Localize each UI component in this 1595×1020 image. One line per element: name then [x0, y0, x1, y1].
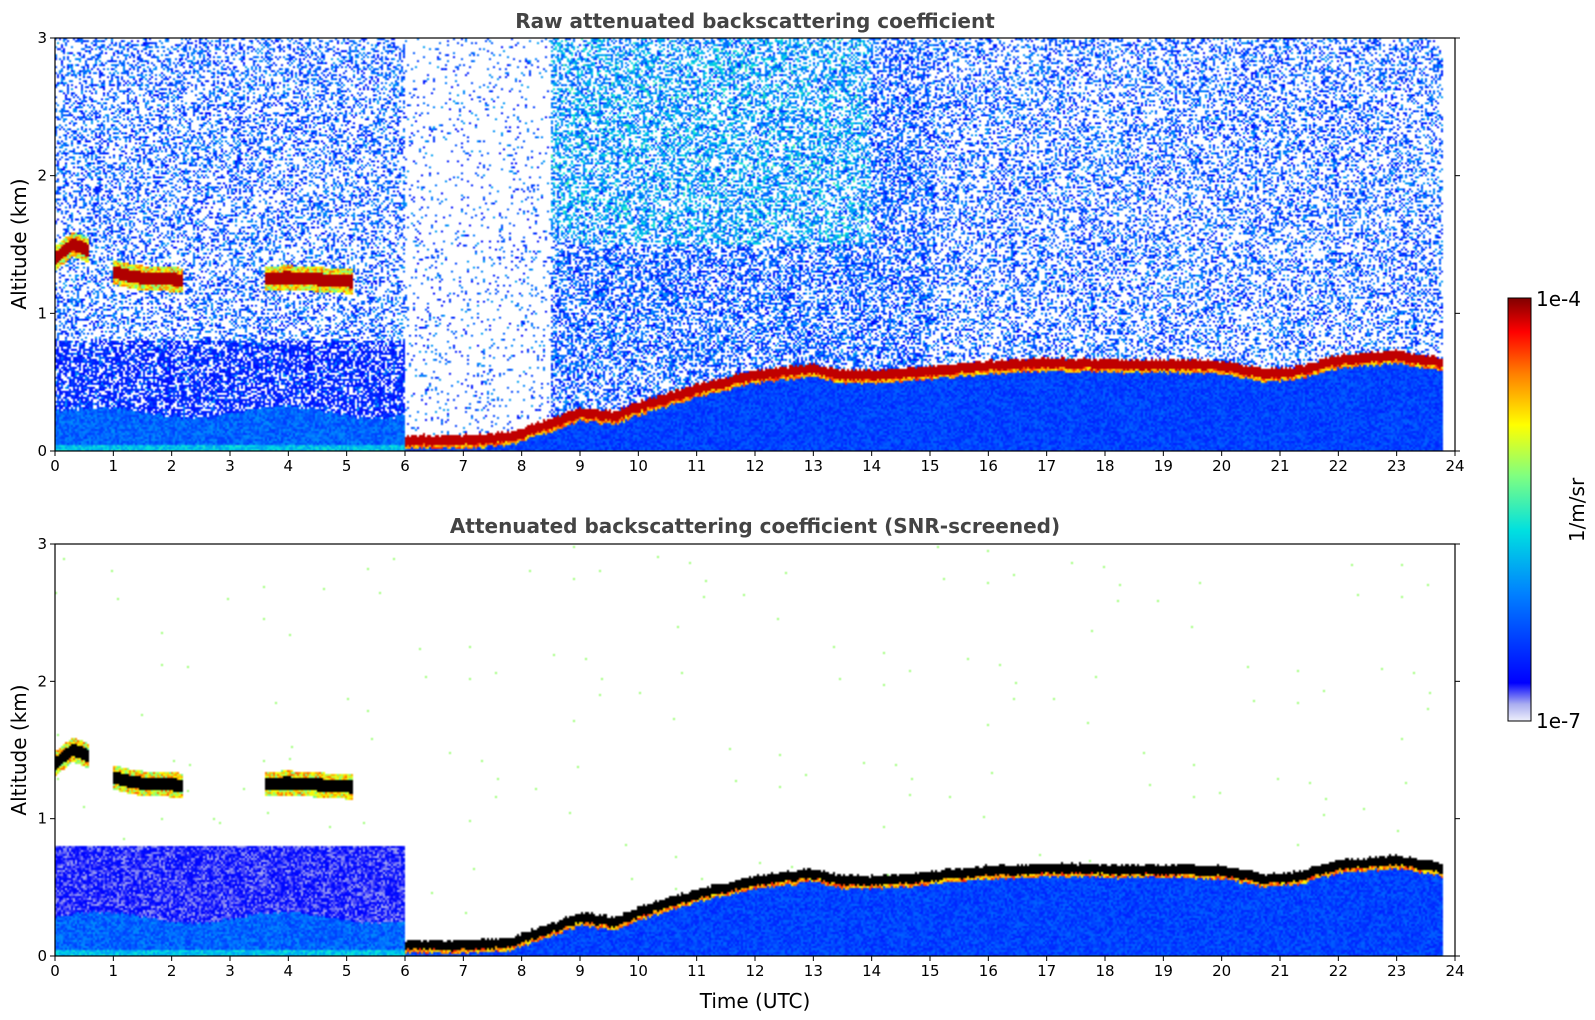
heatmap-area	[55, 544, 1455, 956]
x-tick-label: 22	[1329, 457, 1348, 475]
x-tick-label: 16	[979, 457, 998, 475]
x-tick-label: 14	[862, 457, 881, 475]
x-tick-label: 14	[862, 962, 881, 980]
x-tick-label: 6	[400, 457, 410, 475]
x-tick-label: 21	[1270, 457, 1289, 475]
x-tick-label: 21	[1270, 962, 1289, 980]
x-tick-label: 13	[804, 962, 823, 980]
x-tick-label: 11	[687, 457, 706, 475]
x-axis: 0 1 2 3 4 5 6 7 8 9 10 11 12 13 14 15 16 17 18 19 20 21 22 23 24	[50, 956, 1465, 980]
x-tick-label: 23	[1387, 457, 1406, 475]
y-axis: 0 1 2 3	[37, 29, 1460, 460]
y-tick-label: 2	[37, 672, 47, 690]
x-axis: 0 1 2 3 4 5 6 7 8 9 10 11 12 13 14 15 16 17 18 19 20 21 22 23 24	[50, 451, 1465, 475]
snr-screened-backscatter-panel: Attenuated backscattering coefficient (S…	[7, 514, 1465, 1013]
x-axis-label: Time (UTC)	[699, 989, 811, 1013]
y-axis-label: Altitude (km)	[7, 178, 31, 309]
y-tick-label: 3	[37, 535, 47, 553]
x-tick-label: 12	[745, 962, 764, 980]
x-tick-label: 0	[50, 457, 60, 475]
x-tick-label: 19	[1154, 457, 1173, 475]
x-tick-label: 2	[167, 962, 177, 980]
colorbar-max-label: 1e-4	[1536, 287, 1581, 311]
x-tick-label: 10	[629, 457, 648, 475]
x-tick-label: 9	[575, 457, 585, 475]
y-tick-label: 1	[37, 810, 47, 828]
x-tick-label: 3	[225, 457, 235, 475]
x-tick-label: 4	[284, 962, 294, 980]
colorbar-gradient	[1507, 297, 1532, 722]
x-tick-label: 10	[629, 962, 648, 980]
x-tick-label: 24	[1445, 457, 1464, 475]
x-tick-label: 19	[1154, 962, 1173, 980]
x-tick-label: 7	[459, 457, 469, 475]
chart-title: Attenuated backscattering coefficient (S…	[450, 514, 1060, 538]
raw-backscatter-panel: Raw attenuated backscattering coefficien…	[7, 9, 1465, 475]
x-tick-label: 18	[1095, 457, 1114, 475]
x-tick-label: 20	[1212, 962, 1231, 980]
x-tick-label: 7	[459, 962, 469, 980]
x-tick-label: 22	[1329, 962, 1348, 980]
x-tick-label: 15	[920, 962, 939, 980]
x-tick-label: 5	[342, 962, 352, 980]
heatmap-image	[55, 38, 1455, 451]
x-tick-label: 0	[50, 962, 60, 980]
x-tick-label: 18	[1095, 962, 1114, 980]
colorbar-unit-label: 1/m/sr	[1565, 477, 1589, 542]
x-tick-label: 1	[109, 457, 119, 475]
y-tick-label: 0	[37, 442, 47, 460]
x-tick-label: 12	[745, 457, 764, 475]
x-tick-label: 15	[920, 457, 939, 475]
colorbar-min-label: 1e-7	[1536, 709, 1581, 733]
x-tick-label: 20	[1212, 457, 1231, 475]
y-axis: 0 1 2 3	[37, 535, 1460, 965]
x-tick-label: 11	[687, 962, 706, 980]
x-tick-label: 8	[517, 457, 527, 475]
x-tick-label: 17	[1037, 457, 1056, 475]
y-axis-label: Altitude (km)	[7, 684, 31, 815]
x-tick-label: 1	[109, 962, 119, 980]
x-tick-label: 8	[517, 962, 527, 980]
chart-title: Raw attenuated backscattering coefficien…	[515, 9, 995, 33]
x-tick-label: 5	[342, 457, 352, 475]
x-tick-label: 17	[1037, 962, 1056, 980]
x-tick-label: 9	[575, 962, 585, 980]
x-tick-label: 3	[225, 962, 235, 980]
y-tick-label: 0	[37, 947, 47, 965]
x-tick-label: 4	[284, 457, 294, 475]
y-tick-label: 1	[37, 304, 47, 322]
y-tick-label: 3	[37, 29, 47, 47]
x-tick-label: 2	[167, 457, 177, 475]
heatmap-image	[55, 544, 1455, 956]
x-tick-label: 6	[400, 962, 410, 980]
x-tick-label: 24	[1445, 962, 1464, 980]
colorbar: 1e-4 1e-7 1/m/sr	[1507, 287, 1589, 733]
heatmap-area	[55, 38, 1455, 451]
x-tick-label: 16	[979, 962, 998, 980]
x-tick-label: 13	[804, 457, 823, 475]
y-tick-label: 2	[37, 167, 47, 185]
x-tick-label: 23	[1387, 962, 1406, 980]
